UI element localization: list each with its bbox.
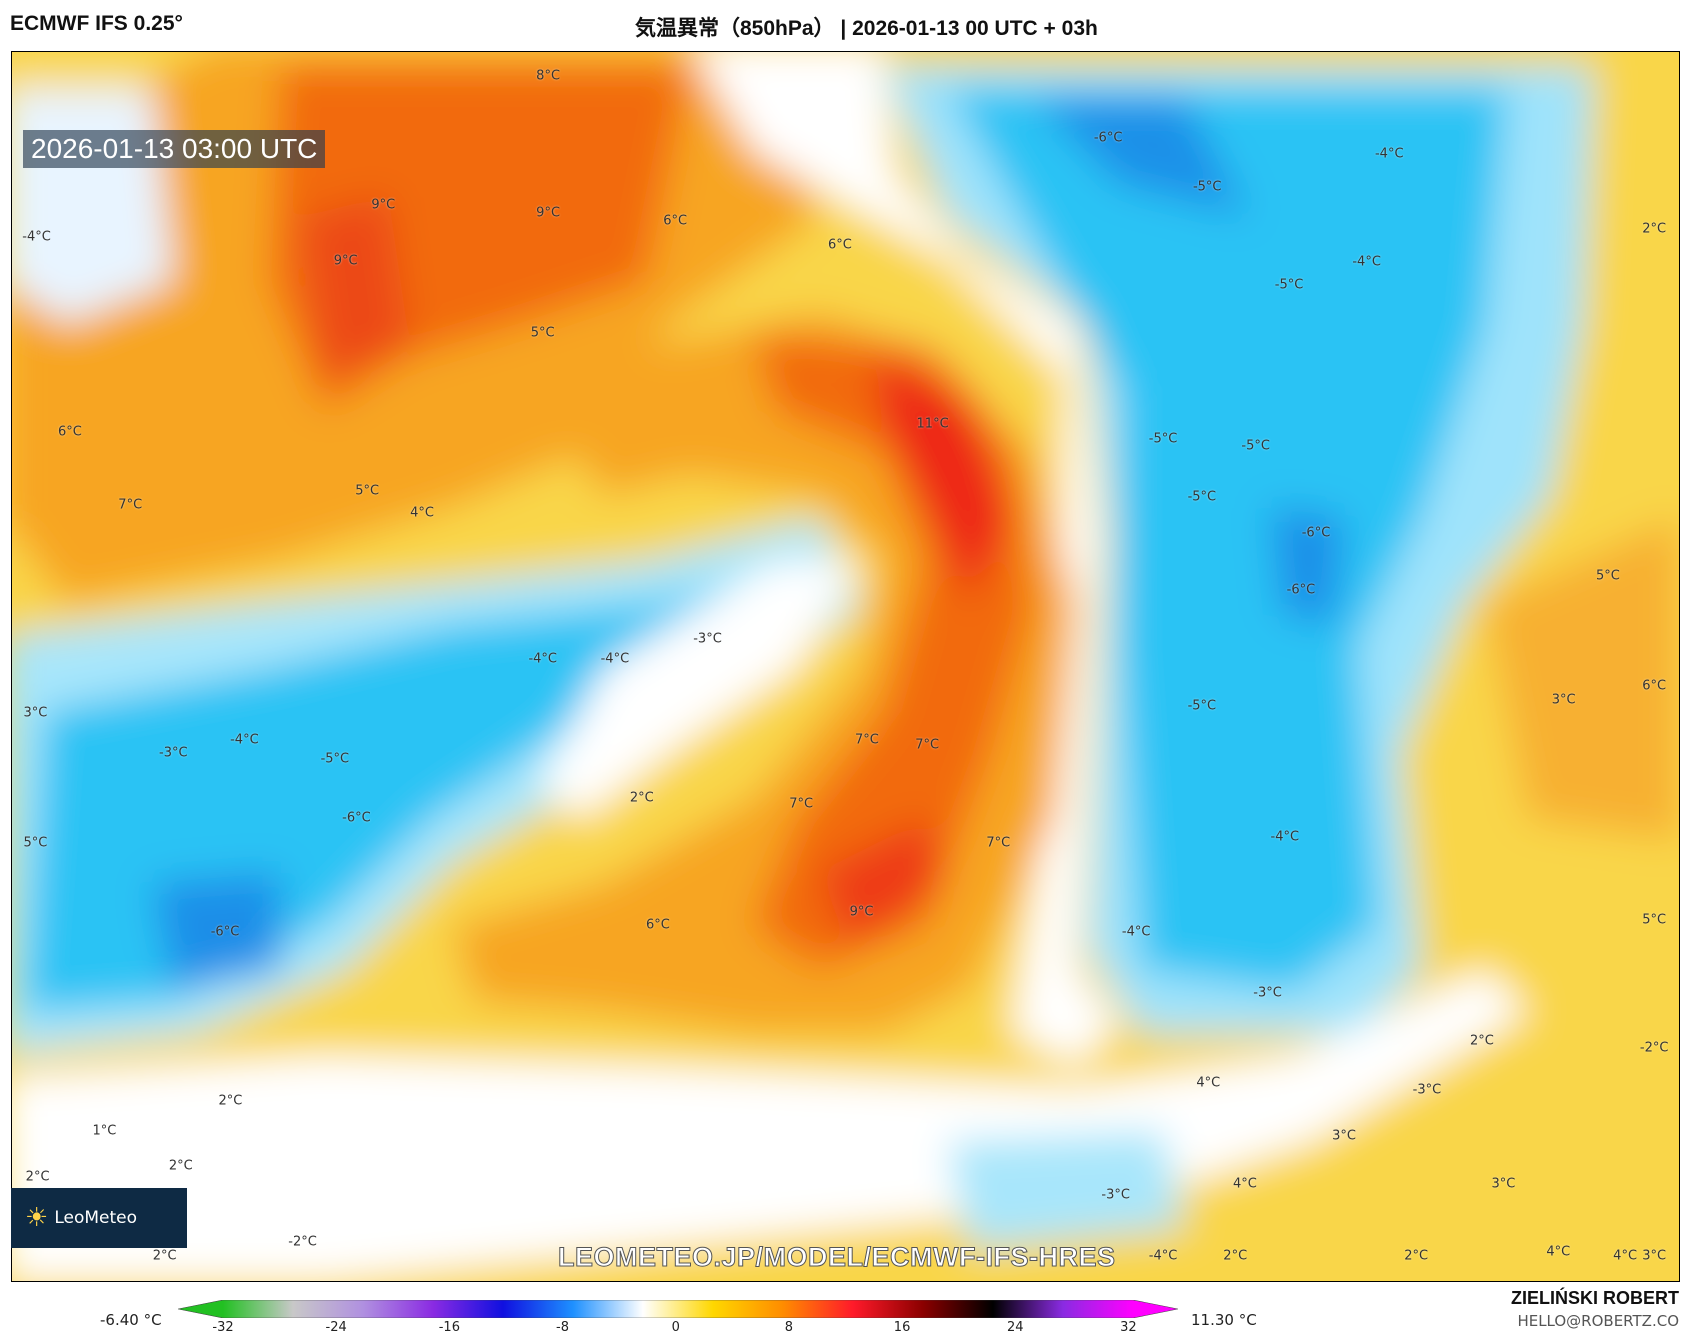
contour-label: -5°C bbox=[1187, 698, 1217, 714]
contour-label: 5°C bbox=[1642, 912, 1667, 928]
contour-label: 1°C bbox=[92, 1123, 117, 1139]
contour-label: -5°C bbox=[1274, 277, 1304, 293]
contour-label: -4°C bbox=[230, 732, 259, 748]
colorbar-tick-label: -8 bbox=[556, 1320, 570, 1335]
sun-icon: ☀ bbox=[25, 1203, 49, 1233]
watermark-url: LEOMETEO.JP/MODEL/ECMWF-IFS-HRES bbox=[558, 1242, 1116, 1273]
anomaly-field bbox=[12, 52, 1679, 1281]
contour-label: 2°C bbox=[25, 1169, 50, 1185]
colorbar-tick-label: -32 bbox=[212, 1320, 234, 1335]
contour-label: 5°C bbox=[530, 325, 555, 341]
contour-label: 5°C bbox=[23, 835, 48, 851]
colorbar-tick-label: 32 bbox=[1120, 1320, 1137, 1335]
contour-label: -5°C bbox=[1187, 489, 1217, 505]
contour-label: -6°C bbox=[1286, 582, 1316, 598]
contour-label: 2°C bbox=[1469, 1033, 1494, 1049]
contour-label: -5°C bbox=[1148, 431, 1178, 447]
contour-label: -2°C bbox=[1639, 1040, 1669, 1056]
contour-label: 3°C bbox=[1642, 1248, 1667, 1264]
contour-label: 5°C bbox=[355, 483, 380, 499]
contour-label: -3°C bbox=[1253, 985, 1282, 1001]
contour-label: -3°C bbox=[1101, 1187, 1130, 1203]
contour-label: 3°C bbox=[1551, 692, 1576, 708]
contour-label: 7°C bbox=[789, 796, 814, 812]
contour-label: 9°C bbox=[849, 904, 874, 920]
contour-label: 2°C bbox=[168, 1158, 193, 1174]
contour-label: 6°C bbox=[646, 917, 670, 933]
contour-label: 2°C bbox=[218, 1093, 243, 1109]
contour-label: 6°C bbox=[663, 213, 688, 229]
contour-label: 4°C bbox=[1546, 1244, 1571, 1260]
contour-label: 7°C bbox=[986, 835, 1011, 851]
contour-label: 4°C bbox=[410, 505, 435, 521]
contour-label: 11°C bbox=[916, 416, 949, 432]
contour-label: 6°C bbox=[57, 424, 82, 440]
contour-label: -2°C bbox=[288, 1234, 317, 1250]
chart-title: 気温異常（850hPa） | 2026-01-13 00 UTC + 03h bbox=[635, 17, 1098, 40]
colorbar-tick-label: 24 bbox=[1006, 1320, 1024, 1335]
contour-label: 9°C bbox=[371, 197, 396, 213]
contour-label: -6°C bbox=[342, 810, 371, 826]
contour-label: 8°C bbox=[536, 68, 561, 84]
contour-label: 7°C bbox=[854, 732, 879, 748]
contour-label: -6°C bbox=[1301, 525, 1331, 541]
contour-label: 2°C bbox=[152, 1248, 177, 1264]
colorbar-tick-label: 8 bbox=[784, 1320, 794, 1335]
contour-label: 3°C bbox=[23, 705, 48, 721]
contour-label: -4°C bbox=[22, 229, 51, 245]
contour-label: -5°C bbox=[1241, 438, 1270, 454]
contour-label: 2°C bbox=[1642, 221, 1667, 237]
contour-label: -4°C bbox=[600, 651, 630, 667]
contour-label: -4°C bbox=[1374, 146, 1404, 162]
colorbar-body bbox=[178, 1300, 1178, 1318]
contour-label: 5°C bbox=[1595, 568, 1620, 584]
contour-label: 4°C bbox=[1613, 1248, 1638, 1264]
contour-label: 6°C bbox=[828, 237, 852, 253]
contour-label: 9°C bbox=[536, 205, 561, 221]
contour-label: 2°C bbox=[1223, 1248, 1248, 1264]
contour-label: 3°C bbox=[1491, 1176, 1516, 1192]
colorbar-tick-label: -24 bbox=[325, 1320, 347, 1335]
colorbar-tick-label: -16 bbox=[438, 1320, 460, 1335]
contour-label: 4°C bbox=[1196, 1075, 1221, 1091]
contour-label: -4°C bbox=[1121, 924, 1151, 940]
contour-label: -3°C bbox=[159, 745, 188, 761]
valid-time-badge: 2026-01-13 03:00 UTC bbox=[23, 130, 326, 168]
colorbar-min-value: -6.40 °C bbox=[100, 1311, 162, 1329]
colorbar-tick-label: 16 bbox=[893, 1320, 911, 1335]
contour-label: -5°C bbox=[1192, 179, 1222, 195]
contour-label: 6°C bbox=[1642, 678, 1667, 694]
contour-label: 2°C bbox=[629, 790, 654, 806]
model-name: ECMWF IFS 0.25° bbox=[10, 12, 183, 35]
colorbar bbox=[178, 1300, 1178, 1318]
contour-label: 4°C bbox=[1232, 1176, 1257, 1192]
map-panel: 2026-01-13 03:00 UTC 8°C 9°C 9°C 9°C 6°C 6°C 5… bbox=[11, 51, 1680, 1282]
contour-label: -4°C bbox=[1148, 1248, 1178, 1264]
contour-label: 7°C bbox=[118, 497, 143, 513]
logo-text: LeoMeteo bbox=[54, 1208, 137, 1228]
contour-label: -6°C bbox=[1093, 130, 1123, 146]
contour-label: -5°C bbox=[320, 751, 350, 767]
contour-label: -3°C bbox=[693, 631, 722, 647]
contour-label: -4°C bbox=[1270, 829, 1300, 845]
colorbar-tick-label: 0 bbox=[671, 1320, 680, 1335]
contour-label: -6°C bbox=[210, 924, 240, 940]
contour-label: -4°C bbox=[1352, 254, 1381, 270]
author-credit: ZIELIŃSKI ROBERT bbox=[1510, 1288, 1679, 1308]
contour-label: 9°C bbox=[333, 253, 358, 269]
contour-label: -3°C bbox=[1412, 1082, 1442, 1098]
leometeo-logo: ☀ LeoMeteo bbox=[11, 1188, 187, 1248]
contour-label: 3°C bbox=[1332, 1128, 1356, 1144]
colorbar-max-value: 11.30 °C bbox=[1191, 1311, 1257, 1329]
contour-label: -4°C bbox=[528, 651, 557, 667]
contour-label: 2°C bbox=[1404, 1248, 1429, 1264]
author-email: HELLO@ROBERTZ.CO bbox=[1517, 1312, 1679, 1330]
contour-label: 7°C bbox=[915, 737, 940, 753]
